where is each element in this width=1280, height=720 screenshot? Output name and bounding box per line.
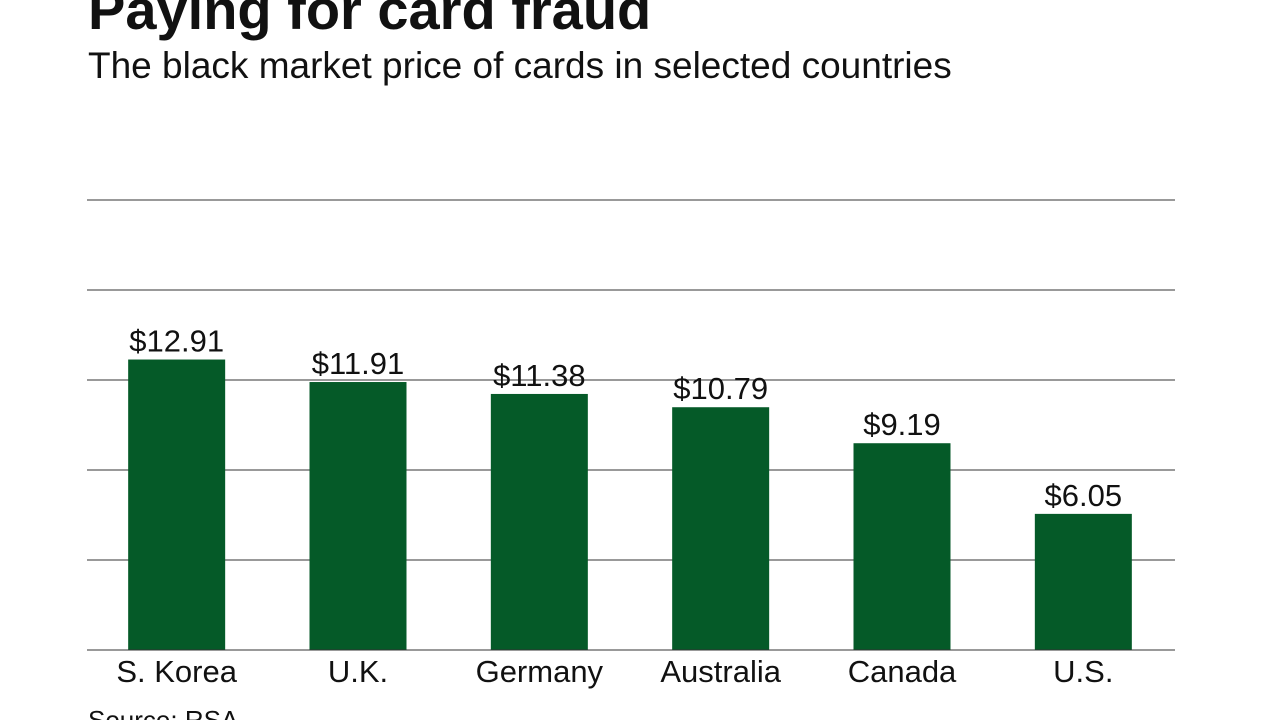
x-tick-label: Australia [660,654,781,689]
data-label: $9.19 [863,407,941,442]
data-label: $11.91 [312,346,405,381]
bar-australia [672,407,770,650]
chart-title: Paying for card fraud [88,0,652,41]
data-label: $11.38 [493,358,586,393]
data-label: $12.91 [129,324,224,359]
bar-u-k [309,382,407,650]
x-tick-label: S. Korea [116,654,237,689]
data-label: $6.05 [1045,478,1123,513]
data-label: $10.79 [673,371,768,406]
source-note: Source: RSA [88,705,239,720]
bar-u-s [1034,513,1132,650]
x-tick-label: Germany [476,654,604,689]
x-tick-label: Canada [848,654,957,689]
x-tick-label: U.S. [1053,654,1113,689]
bar-canada [853,443,951,650]
bar-s-korea [128,359,226,650]
bar-germany [490,393,588,650]
chart-subtitle: The black market price of cards in selec… [88,45,952,86]
x-tick-label: U.K. [328,654,388,689]
